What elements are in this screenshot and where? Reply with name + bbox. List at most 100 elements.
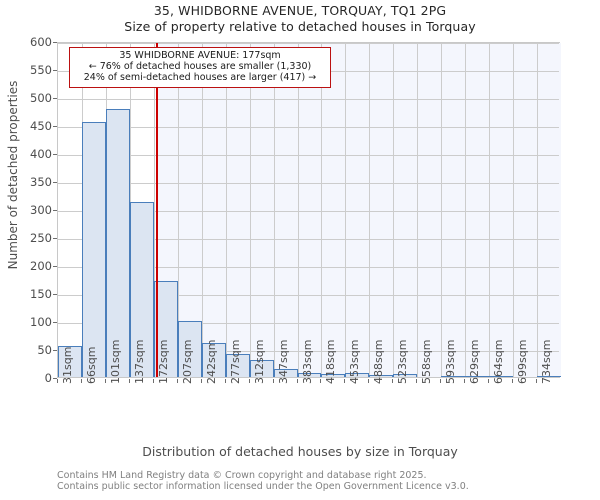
gridline-horizontal — [58, 267, 559, 268]
histogram-bar — [105, 109, 130, 377]
gridline-horizontal — [58, 43, 559, 44]
x-axis-tick-label: 383sqm — [300, 339, 314, 384]
x-axis-tick-label: 312sqm — [252, 339, 266, 384]
gridline-horizontal — [58, 183, 559, 184]
x-axis-tick-mark — [392, 379, 393, 383]
x-axis-title: Distribution of detached houses by size … — [142, 444, 458, 459]
gridline-vertical — [298, 43, 299, 377]
y-axis-tick-label: 100 — [30, 315, 52, 329]
gridline-vertical — [537, 43, 538, 377]
gridline-vertical — [154, 43, 155, 377]
footer-line-2: Contains public sector information licen… — [57, 481, 469, 492]
x-axis-tick-label: 523sqm — [396, 339, 410, 384]
x-axis-tick-label: 347sqm — [276, 339, 290, 384]
histogram-bar — [369, 374, 394, 377]
gridline-vertical — [202, 43, 203, 377]
x-axis-tick-label: 31sqm — [61, 346, 74, 384]
gridline-horizontal — [58, 211, 559, 212]
x-axis-tick-mark — [344, 379, 345, 383]
x-axis-tick-mark — [249, 379, 250, 383]
gridline-vertical — [274, 43, 275, 377]
x-axis-tick-label: 101sqm — [108, 339, 122, 384]
gridline-horizontal — [58, 155, 559, 156]
histogram-bar — [441, 375, 466, 377]
y-axis-tick-label: 550 — [30, 63, 52, 77]
plot-area — [57, 42, 561, 378]
x-axis-tick-label: 207sqm — [180, 339, 194, 384]
x-axis-tick-label: 664sqm — [492, 339, 506, 384]
histogram-bar — [345, 373, 370, 377]
x-axis-tick-mark — [464, 379, 465, 383]
histogram-bar — [393, 374, 418, 377]
annotation-line-2: ← 76% of detached houses are smaller (1,… — [88, 61, 312, 73]
gridline-vertical — [321, 43, 322, 377]
histogram-bar — [201, 343, 226, 377]
property-marker-line — [156, 43, 159, 377]
x-axis-tick-label: 488sqm — [372, 339, 386, 384]
histogram-bar — [465, 375, 490, 377]
x-axis-tick-mark — [81, 379, 82, 383]
gridline-horizontal — [58, 99, 559, 100]
x-axis-tick-mark — [368, 379, 369, 383]
gridline-horizontal — [58, 127, 559, 128]
x-axis-tick-mark — [153, 379, 154, 383]
x-axis-tick-mark — [416, 379, 417, 383]
y-axis-tick-mark — [53, 350, 57, 351]
gridline-horizontal — [58, 295, 559, 296]
y-axis-tick-label: 150 — [30, 287, 52, 301]
annotation-line-1: 35 WHIDBORNE AVENUE: 177sqm — [119, 50, 281, 61]
x-axis-tick-label: 242sqm — [204, 339, 218, 384]
x-axis-tick-label: 453sqm — [348, 339, 362, 384]
gridline-vertical — [369, 43, 370, 377]
gridline-horizontal — [58, 239, 559, 240]
y-axis-tick-label: 500 — [30, 91, 52, 105]
x-axis-tick-label: 277sqm — [228, 339, 242, 384]
y-axis-tick-label: 350 — [30, 175, 52, 189]
gridline-vertical — [345, 43, 346, 377]
histogram-bar — [321, 374, 346, 377]
y-axis-tick-mark — [53, 266, 57, 267]
y-axis-tick-label: 450 — [30, 119, 52, 133]
y-axis-tick-label: 400 — [30, 147, 52, 161]
gridline-vertical — [226, 43, 227, 377]
y-axis-tick-label: 250 — [30, 231, 52, 245]
y-axis-tick-mark — [53, 98, 57, 99]
gridline-vertical — [393, 43, 394, 377]
y-axis-labels: 0 50 100 150 200 250 300 350 400 450 500 550 600 — [0, 0, 52, 500]
y-axis-tick-label: 300 — [30, 203, 52, 217]
histogram-bar — [177, 321, 202, 377]
x-axis-tick-label: 593sqm — [444, 339, 458, 384]
y-axis-tick-mark — [53, 154, 57, 155]
x-axis-tick-label: 172sqm — [156, 339, 170, 384]
x-axis-tick-mark — [177, 379, 178, 383]
histogram-bar — [489, 375, 514, 377]
gridline-vertical — [489, 43, 490, 377]
histogram-bar — [129, 201, 154, 377]
chart-title: 35, WHIDBORNE AVENUE, TORQUAY, TQ1 2PG — [153, 3, 447, 18]
histogram-bar — [297, 372, 322, 377]
x-axis-tick-label: 418sqm — [324, 339, 338, 384]
y-axis-tick-mark — [53, 70, 57, 71]
gridline-vertical — [441, 43, 442, 377]
x-axis-tick-mark — [488, 379, 489, 383]
gridline-vertical — [250, 43, 251, 377]
y-axis-tick-label: 600 — [30, 35, 52, 49]
gridline-vertical — [513, 43, 514, 377]
histogram-bar — [537, 375, 561, 377]
annotation-line-3: 24% of semi-detached houses are larger (… — [83, 72, 317, 84]
histogram-bar — [81, 121, 106, 377]
x-axis-tick-label: 734sqm — [540, 339, 554, 384]
y-axis-tick-mark — [53, 322, 57, 323]
gridline-horizontal — [58, 323, 559, 324]
y-axis-tick-label: 0 — [44, 371, 52, 385]
x-axis-tick-mark — [105, 379, 106, 383]
gridline-vertical — [178, 43, 179, 377]
x-axis-tick-mark — [201, 379, 202, 383]
y-axis-tick-mark — [53, 238, 57, 239]
x-axis-tick-mark — [440, 379, 441, 383]
gridline-horizontal — [58, 351, 559, 352]
y-axis-tick-mark — [53, 210, 57, 211]
y-axis-tick-mark — [53, 182, 57, 183]
right-region-shading — [157, 43, 561, 377]
